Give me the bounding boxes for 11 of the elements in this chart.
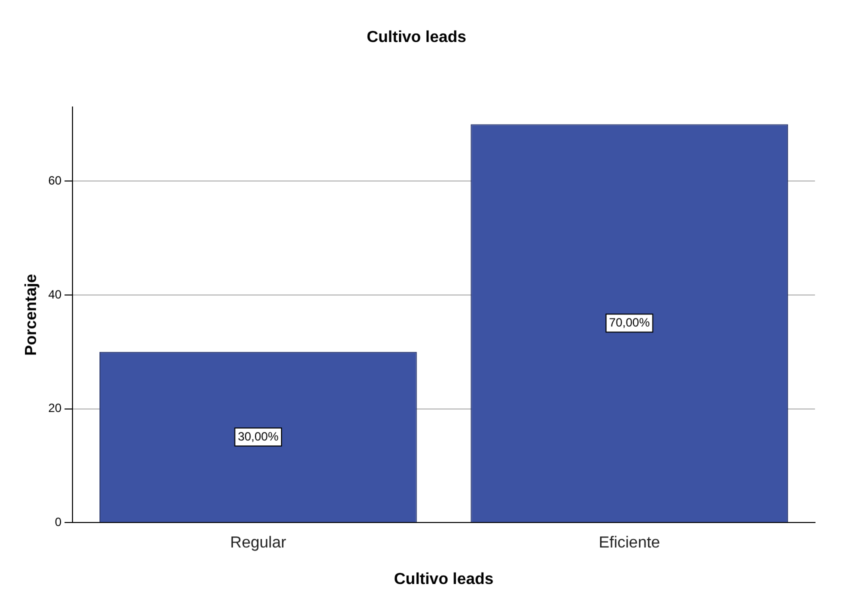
data-label: 30,00% [238,429,279,444]
y-axis-title: Porcentaje [23,274,40,356]
y-tick-label: 40 [48,287,62,302]
x-tick-label: Regular [230,534,287,552]
y-tick-label: 60 [48,173,62,188]
x-axis-title: Cultivo leads [394,570,494,588]
data-label: 70,00% [609,316,650,330]
chart-title: Cultivo leads [366,29,466,46]
y-tick-label: 20 [48,401,62,416]
y-tick-label: 0 [54,514,62,529]
x-tick-label: Eficiente [598,534,660,552]
